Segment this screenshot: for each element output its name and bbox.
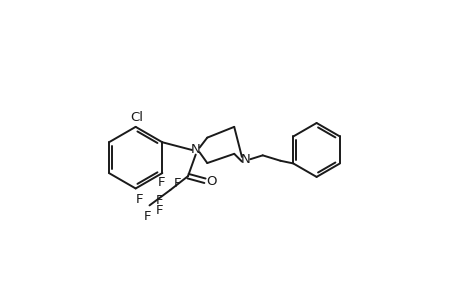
Text: F: F bbox=[156, 203, 163, 217]
Text: F: F bbox=[135, 193, 143, 206]
Text: Cl: Cl bbox=[130, 111, 143, 124]
Text: N: N bbox=[190, 143, 200, 157]
Text: N: N bbox=[241, 153, 250, 166]
Text: O: O bbox=[206, 175, 217, 188]
Text: F: F bbox=[157, 176, 164, 189]
Text: F: F bbox=[174, 177, 181, 190]
Text: F: F bbox=[144, 210, 151, 223]
Text: F: F bbox=[156, 194, 163, 207]
